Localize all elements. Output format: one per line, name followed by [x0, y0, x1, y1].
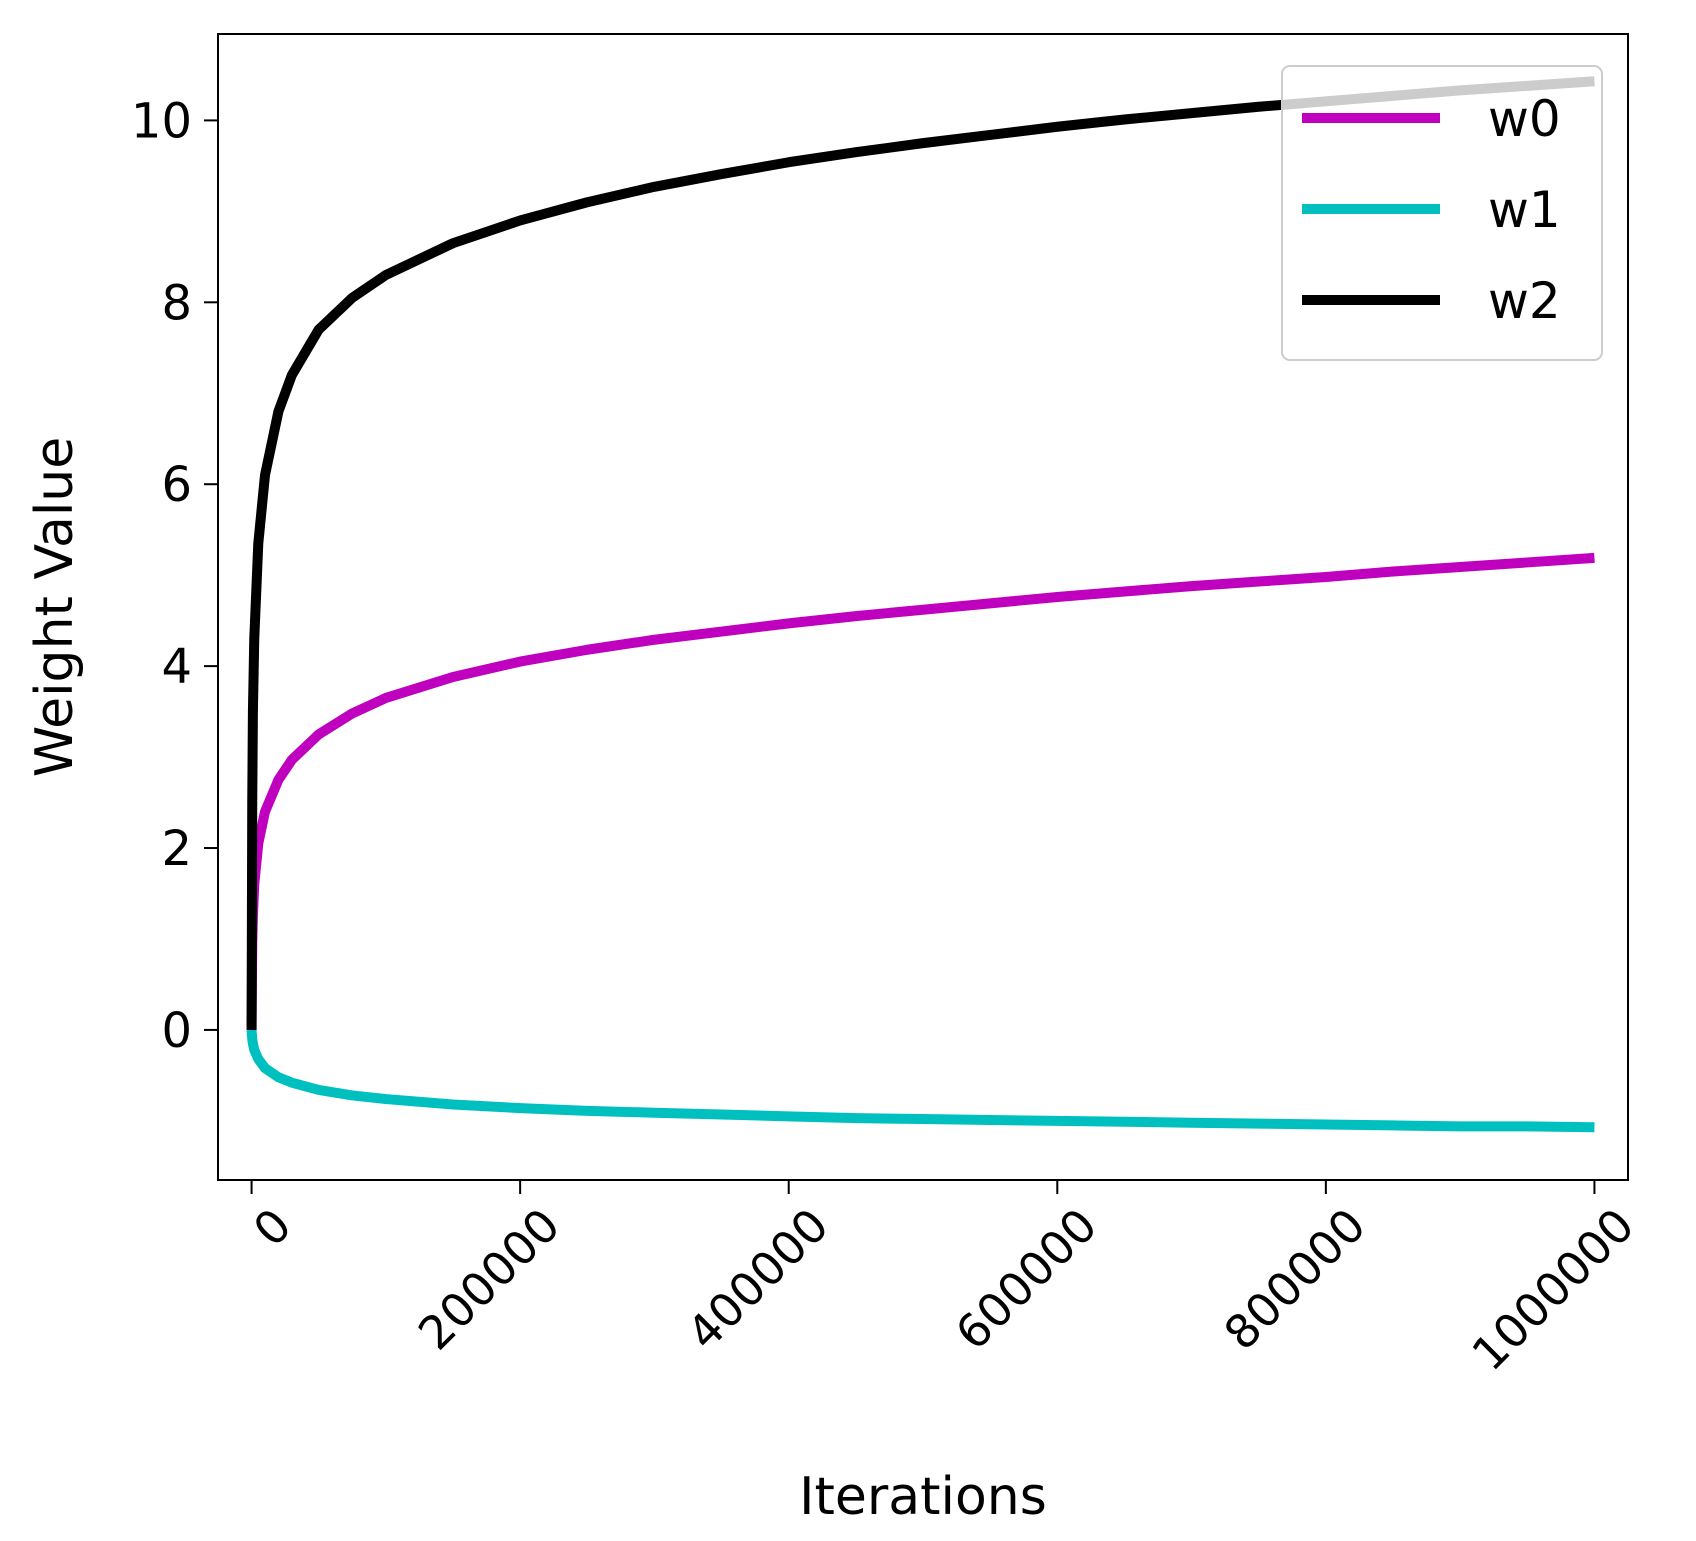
legend: w0 w1 w2 — [1281, 65, 1603, 361]
y-tick-label: 0 — [161, 1003, 192, 1059]
x-tick-label: 600000 — [945, 1198, 1107, 1360]
y-tick-label: 10 — [131, 93, 192, 149]
x-axis-label: Iterations — [799, 1467, 1047, 1527]
y-tick-label: 4 — [161, 639, 192, 695]
x-tick-label: 0 — [243, 1198, 302, 1257]
y-axis: 0 2 4 6 8 10 — [131, 93, 218, 1059]
legend-label-w2: w2 — [1488, 272, 1561, 330]
x-axis: 0 200000 400000 600000 800000 1000000 — [243, 1180, 1645, 1381]
legend-label-w0: w0 — [1488, 90, 1561, 148]
legend-box — [1281, 65, 1603, 361]
x-tick-label: 800000 — [1214, 1198, 1376, 1360]
x-tick-label: 1000000 — [1461, 1198, 1644, 1381]
y-tick-label: 2 — [161, 821, 192, 877]
series-line-w0 — [246, 552, 1595, 1030]
y-tick-label: 8 — [161, 275, 192, 331]
y-tick-label: 6 — [161, 457, 192, 513]
series-line-w1 — [246, 1029, 1595, 1133]
plot-frame — [217, 33, 1629, 1181]
x-tick-label: 400000 — [676, 1198, 838, 1360]
y-axis-label: Weight Value — [25, 437, 85, 778]
x-tick-label: 200000 — [408, 1198, 570, 1360]
legend-label-w1: w1 — [1488, 181, 1561, 239]
